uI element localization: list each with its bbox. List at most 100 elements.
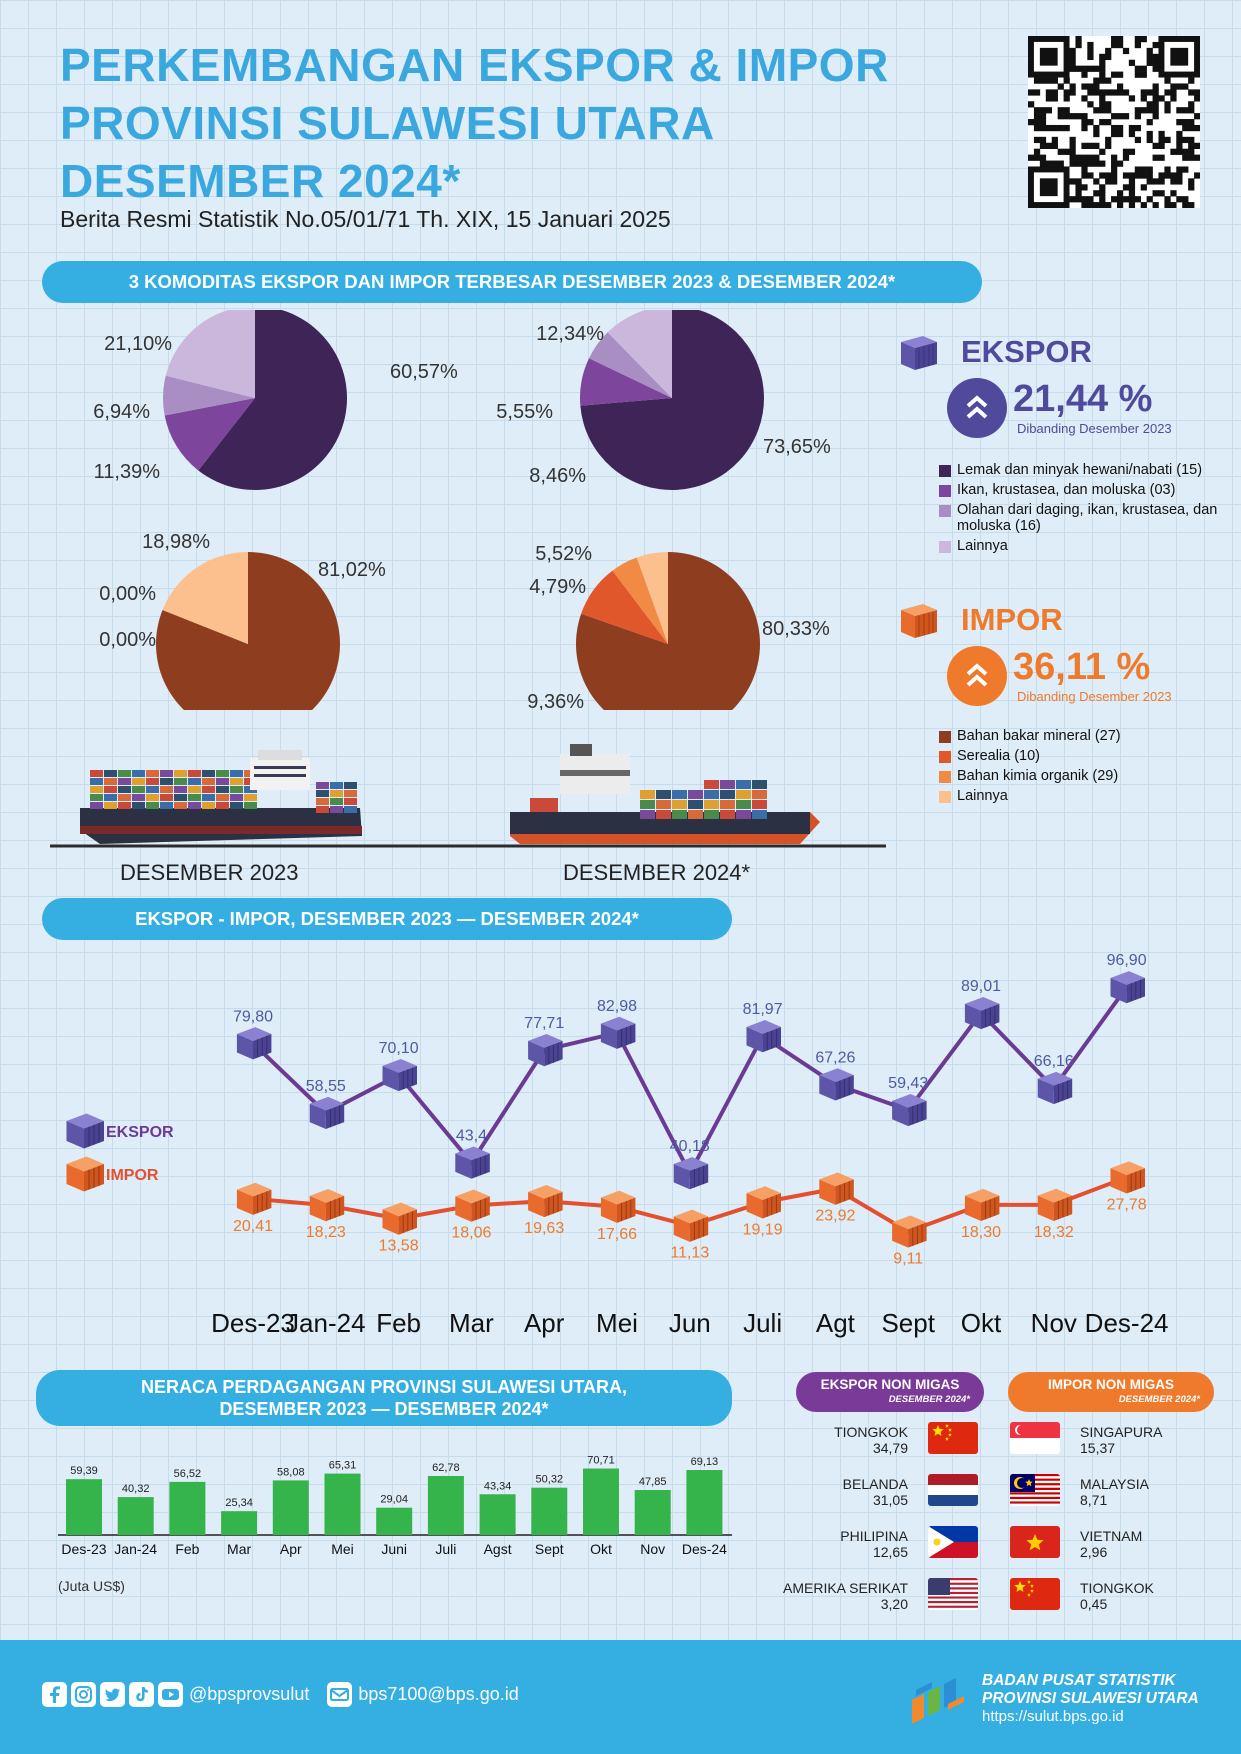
ekspor-point: [455, 1146, 490, 1179]
impor-point: [600, 1190, 636, 1223]
pie-label: 73,65%: [763, 436, 831, 458]
legend-item: Ikan, krustasea, dan moluska (03): [939, 482, 1229, 498]
qr-code[interactable]: [1028, 36, 1200, 208]
ekspor-partner: TIONGKOK 34,79: [834, 1424, 908, 1456]
china-flag: [928, 1422, 978, 1454]
impor-data-label: 19,19: [743, 1221, 783, 1238]
ekspor-data-label: 66,16: [1034, 1053, 1074, 1070]
org-line-2: PROVINSI SULAWESI UTARA: [982, 1690, 1199, 1707]
impor-legend: Bahan bakar mineral (27) Serealia (10) Bah…: [939, 728, 1229, 804]
pie-label: 12,34%: [536, 323, 604, 345]
ship-caption-2023: DESEMBER 2023: [120, 860, 299, 885]
tiktok-icon[interactable]: [129, 1682, 154, 1707]
legend-ekspor: EKSPOR: [106, 1124, 174, 1141]
x-tick-label: Nov: [1031, 1308, 1077, 1338]
pie-label: 81,02%: [318, 559, 386, 581]
impor-data-label: 27,78: [1107, 1196, 1147, 1213]
country-name: MALAYSIA: [1080, 1476, 1149, 1492]
ekspor-point: [309, 1096, 345, 1130]
impor-point: [673, 1209, 709, 1242]
country-name: VIETNAM: [1080, 1528, 1143, 1544]
legend-item: Lainnya: [939, 538, 1229, 554]
twitter-icon[interactable]: [100, 1682, 125, 1707]
x-tick-label: Juli: [743, 1308, 782, 1338]
legend-label: Lemak dan minyak hewani/nabati (15): [957, 462, 1203, 478]
bar: [479, 1494, 516, 1535]
pie-charts: 60,57% 11,39% 6,94% 21,10% 73,65% 8,46% 5,55% 1…: [93, 310, 831, 710]
bar-value-label: 56,52: [174, 1468, 202, 1480]
facebook-icon[interactable]: [42, 1682, 67, 1707]
bar: [117, 1497, 154, 1535]
legend-impor: IMPOR: [106, 1167, 159, 1184]
x-tick-label: Des-24: [1085, 1308, 1169, 1338]
ekspor-data-label: 79,80: [233, 1008, 273, 1025]
x-tick-label: Des-23: [211, 1308, 295, 1338]
bar-value-label: 43,34: [484, 1480, 512, 1492]
legend-label: Bahan kimia organik (29): [957, 768, 1119, 784]
bar-category-label: Feb: [175, 1541, 199, 1557]
country-value: 15,37: [1080, 1440, 1116, 1456]
ekspor-data-label: 40,18: [670, 1138, 710, 1155]
impor-data-label: 13,58: [379, 1238, 419, 1255]
impor-data-label: 17,66: [597, 1226, 637, 1243]
social-handle[interactable]: @bpsprovsulut: [189, 1684, 310, 1704]
legend-swatch: [939, 541, 951, 553]
impor-point: [455, 1189, 490, 1222]
country-name: SINGAPURA: [1080, 1424, 1163, 1440]
email-link[interactable]: bps7100@bps.go.id: [358, 1684, 519, 1704]
impor-point: [1110, 1161, 1145, 1194]
ekspor-title: EKSPOR: [961, 334, 1092, 369]
bar-category-label: Sept: [535, 1541, 564, 1557]
impor-nonmigas-head: IMPOR NON MIGAS DESEMBER 2024*: [1008, 1372, 1214, 1412]
netherlands-flag: [928, 1474, 978, 1506]
youtube-icon[interactable]: [158, 1682, 183, 1707]
pie-slice: [165, 310, 255, 398]
container-ekspor-icon: [901, 336, 937, 370]
ekspor-nonmigas-period: DESEMBER 2024*: [888, 1394, 970, 1405]
ekspor-data-label: 82,98: [597, 998, 637, 1015]
pie-label: 80,33%: [762, 618, 830, 640]
pie-label: 60,57%: [390, 361, 458, 383]
ekspor-data-label: 43,4: [456, 1128, 487, 1145]
impor-data-label: 19,63: [524, 1220, 564, 1237]
impor-data-label: 11,13: [670, 1245, 709, 1262]
legend-item: Bahan kimia organik (29): [939, 768, 1229, 784]
ship-2024-icon: [510, 744, 820, 844]
title-line-2: PROVINSI SULAWESI UTARA: [60, 97, 715, 149]
bar-value-label: 40,32: [122, 1483, 150, 1495]
ekspor-data-label: 59,43: [888, 1075, 928, 1092]
impor-point: [964, 1188, 1000, 1222]
ekspor-point: [382, 1058, 417, 1092]
pie-label: 5,55%: [496, 401, 553, 423]
org-url[interactable]: https://sulut.bps.go.id: [982, 1708, 1124, 1725]
impor-pct: 36,11 %: [1013, 646, 1151, 688]
pie-slice: [162, 552, 248, 644]
footer: @bpsprovsulut bps7100@bps.go.id BADAN PU…: [0, 1640, 1241, 1754]
country-name: TIONGKOK: [834, 1424, 908, 1440]
ekspor-impor-line-chart: EKSPOR IMPOR 79,80 58,55 70,10 43,4 77,71 82,98…: [66, 952, 1169, 1338]
impor-point: [309, 1189, 345, 1222]
country-value: 8,71: [1080, 1492, 1108, 1508]
bar-value-label: 70,71: [587, 1455, 615, 1467]
impor-data-label: 20,41: [233, 1218, 273, 1235]
legend-label: Lainnya: [957, 538, 1008, 554]
impor-point: [528, 1184, 563, 1218]
legend-item: Lemak dan minyak hewani/nabati (15): [939, 462, 1229, 478]
pie-slice: [580, 310, 764, 490]
usa-flag: [928, 1578, 978, 1610]
ekspor-point: [746, 1020, 781, 1053]
legend-label: Lainnya: [957, 788, 1008, 804]
impor-partner: TIONGKOK 0,45: [1080, 1580, 1154, 1612]
bar-value-label: 58,08: [277, 1466, 305, 1478]
impor-summary: IMPOR 36,11 % Dibanding Desember 2023 Ba…: [895, 598, 1225, 808]
x-tick-label: Jun: [669, 1308, 711, 1338]
instagram-icon[interactable]: [71, 1682, 96, 1707]
bar: [324, 1473, 361, 1535]
bar-category-label: Mar: [227, 1541, 251, 1557]
legend-swatch: [939, 485, 951, 497]
ekspor-data-label: 81,97: [743, 1001, 783, 1018]
ekspor-up-icon: [947, 378, 1007, 438]
section-komoditas-title: 3 KOMODITAS EKSPOR DAN IMPOR TERBESAR DE…: [42, 261, 982, 303]
country-value: 34,79: [872, 1440, 908, 1456]
pie-label: 4,79%: [529, 576, 586, 598]
